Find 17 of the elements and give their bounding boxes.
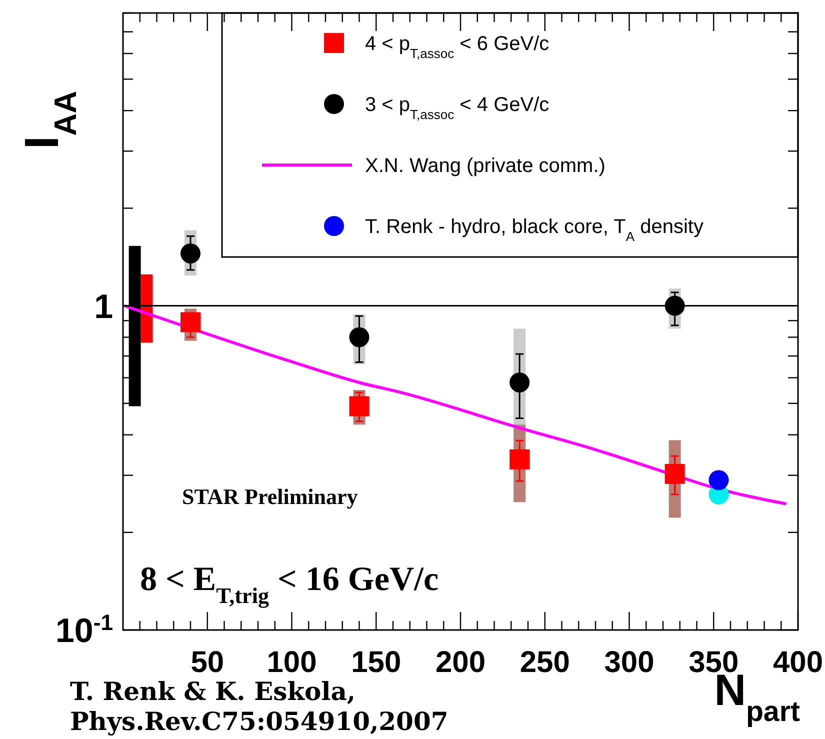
x-tick-label: 100 bbox=[266, 646, 317, 679]
x-tick-label: 200 bbox=[435, 646, 486, 679]
x-tick-label: 50 bbox=[190, 646, 224, 679]
y-tick-label: 10$^{-1}$ bbox=[56, 610, 113, 650]
annotation: 8 < E$_{T,trig}$ < 16 GeV/c bbox=[140, 561, 439, 608]
legend-label: T. Renk - hydro, black core, T$_{A}$ density bbox=[365, 216, 704, 244]
x-tick-label: 300 bbox=[604, 646, 654, 679]
x-tick-label: 150 bbox=[351, 646, 402, 679]
legend-label: 3 < p$_{T,assoc}$ < 4 GeV/c bbox=[365, 94, 550, 122]
annotation: STAR Preliminary bbox=[182, 484, 358, 509]
legend-label: X.N. Wang (private comm.) bbox=[365, 155, 606, 177]
x-tick-label: 250 bbox=[520, 646, 570, 679]
text: T. Renk & K. Eskola, bbox=[70, 677, 356, 706]
x-tick-label: 400 bbox=[772, 646, 824, 679]
legend-label: 4 < p$_{T,assoc}$ < 6 GeV/c bbox=[365, 33, 550, 60]
y-tick-label: 1 bbox=[94, 288, 113, 326]
text: Phys.Rev.C75:054910,2007 bbox=[70, 707, 448, 736]
